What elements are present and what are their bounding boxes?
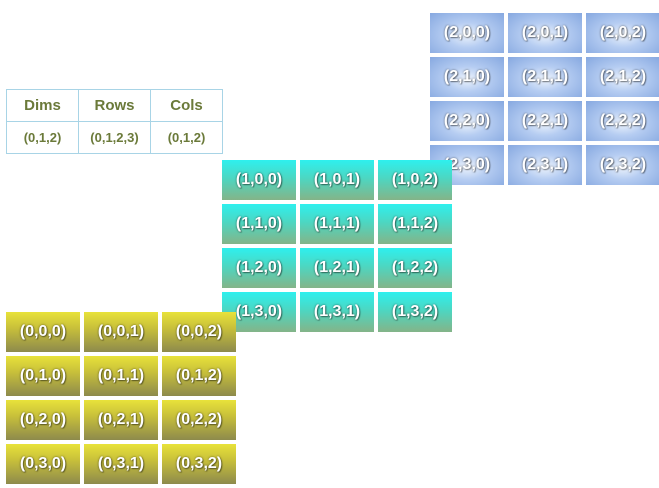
dimension-legend-table: Dims Rows Cols (0,1,2) (0,1,2,3) (0,1,2) <box>6 89 223 154</box>
plane-1-cell-3-1: (1,3,1) <box>300 292 374 332</box>
plane-2-cell-0-0: (2,0,0) <box>430 13 504 53</box>
plane-1-cell-0-0: (1,0,0) <box>222 160 296 200</box>
plane-2-cell-3-1: (2,3,1) <box>508 145 582 185</box>
plane-2-cell-2-0: (2,2,0) <box>430 101 504 141</box>
plane-0-cell-0-2: (0,0,2) <box>162 312 236 352</box>
plane-1-cell-0-2: (1,0,2) <box>378 160 452 200</box>
plane-2-cell-0-2: (2,0,2) <box>586 13 659 53</box>
legend-header-dims: Dims <box>6 89 79 122</box>
plane-0-cell-1-2: (0,1,2) <box>162 356 236 396</box>
plane-0-cell-3-2: (0,3,2) <box>162 444 236 484</box>
legend-value-dims: (0,1,2) <box>6 121 79 154</box>
plane-1-cell-3-2: (1,3,2) <box>378 292 452 332</box>
plane-2-cell-3-2: (2,3,2) <box>586 145 659 185</box>
plane-2-cell-1-2: (2,1,2) <box>586 57 659 97</box>
plane-0-cell-3-1: (0,3,1) <box>84 444 158 484</box>
plane-0-cell-3-0: (0,3,0) <box>6 444 80 484</box>
plane-1-cell-2-1: (1,2,1) <box>300 248 374 288</box>
plane-2-cell-0-1: (2,0,1) <box>508 13 582 53</box>
plane-0-cell-1-0: (0,1,0) <box>6 356 80 396</box>
legend-header-rows: Rows <box>78 89 151 122</box>
plane-0-cell-2-0: (0,2,0) <box>6 400 80 440</box>
legend-header-row: Dims Rows Cols <box>6 89 223 122</box>
plane-dim-1: (1,0,0) (1,0,1) (1,0,2) (1,1,0) (1,1,1) (1,1,… <box>222 160 452 332</box>
legend-header-cols: Cols <box>150 89 223 122</box>
plane-0-cell-2-1: (0,2,1) <box>84 400 158 440</box>
plane-2-cell-1-1: (2,1,1) <box>508 57 582 97</box>
plane-dim-0: (0,0,0) (0,0,1) (0,0,2) (0,1,0) (0,1,1) (0,1,… <box>6 312 236 484</box>
plane-1-cell-1-1: (1,1,1) <box>300 204 374 244</box>
plane-dim-2: (2,0,0) (2,0,1) (2,0,2) (2,1,0) (2,1,1) (2,1,… <box>430 13 659 185</box>
plane-1-cell-0-1: (1,0,1) <box>300 160 374 200</box>
plane-2-cell-2-2: (2,2,2) <box>586 101 659 141</box>
plane-0-cell-2-2: (0,2,2) <box>162 400 236 440</box>
plane-1-cell-2-0: (1,2,0) <box>222 248 296 288</box>
plane-0-cell-0-1: (0,0,1) <box>84 312 158 352</box>
plane-2-cell-2-1: (2,2,1) <box>508 101 582 141</box>
plane-0-cell-0-0: (0,0,0) <box>6 312 80 352</box>
legend-value-row: (0,1,2) (0,1,2,3) (0,1,2) <box>6 121 223 154</box>
plane-1-cell-1-2: (1,1,2) <box>378 204 452 244</box>
plane-2-cell-1-0: (2,1,0) <box>430 57 504 97</box>
plane-1-cell-2-2: (1,2,2) <box>378 248 452 288</box>
plane-1-cell-1-0: (1,1,0) <box>222 204 296 244</box>
plane-0-cell-1-1: (0,1,1) <box>84 356 158 396</box>
legend-value-cols: (0,1,2) <box>150 121 223 154</box>
legend-value-rows: (0,1,2,3) <box>78 121 151 154</box>
